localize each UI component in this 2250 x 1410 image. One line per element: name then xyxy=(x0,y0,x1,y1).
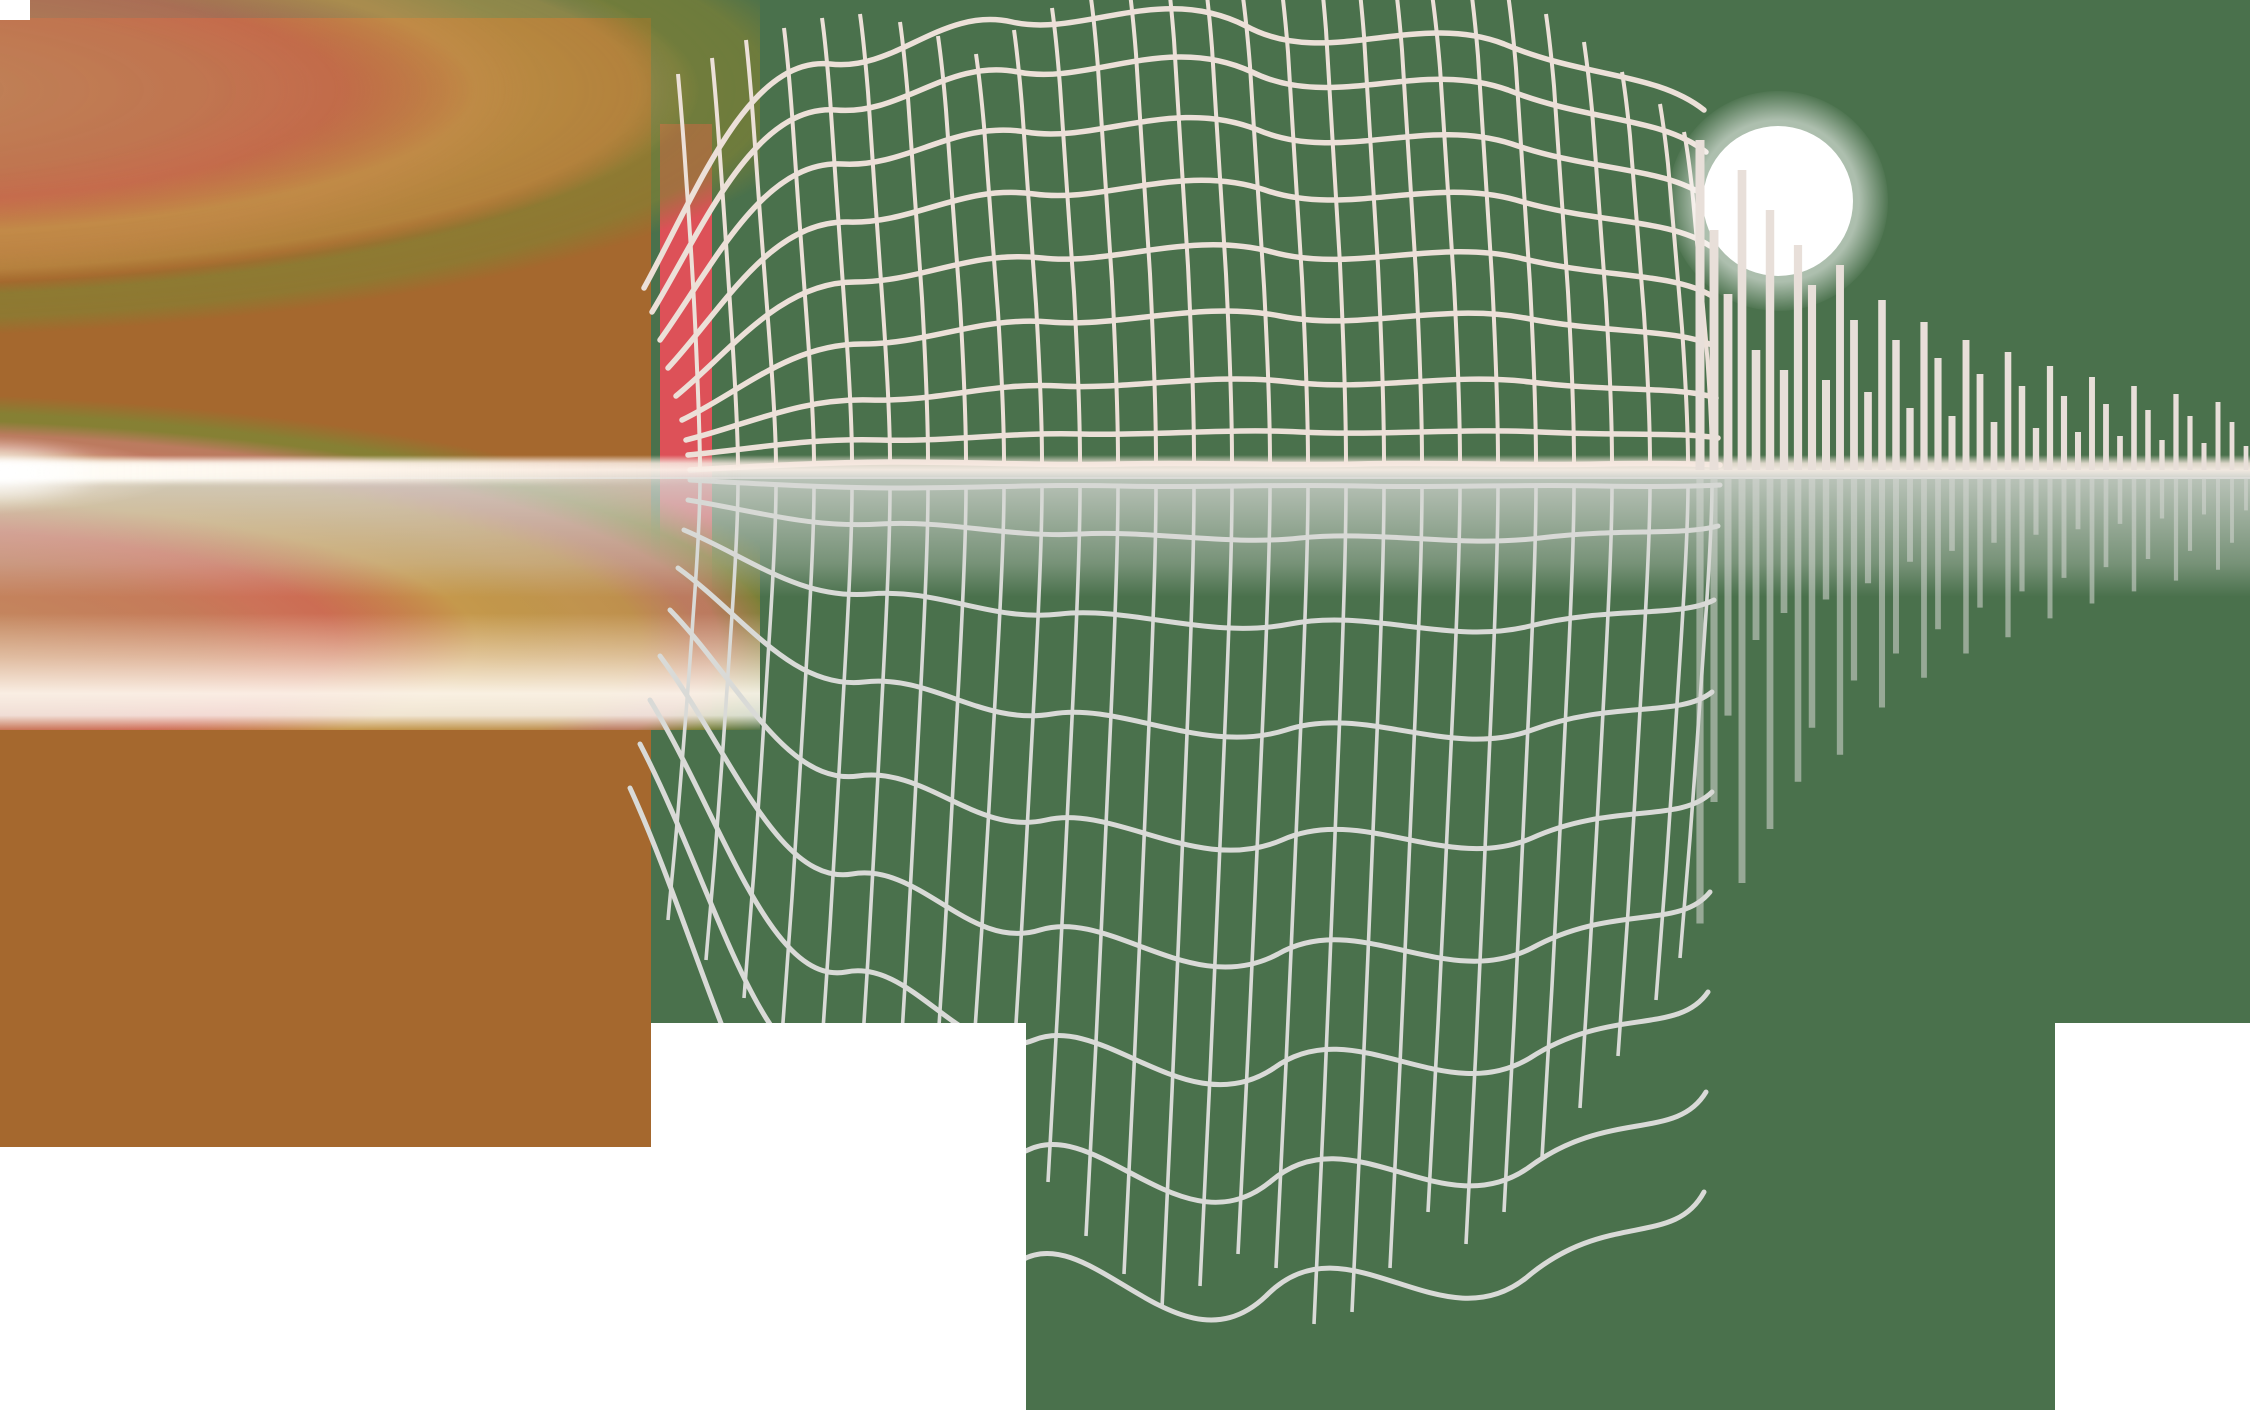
white-plate-bottom-mid xyxy=(651,1023,1026,1410)
impulse-bars-upper xyxy=(1695,140,2249,470)
white-plate-corner-top-left xyxy=(0,0,30,20)
horizon-glow-hotspot xyxy=(0,440,140,506)
sun-disc xyxy=(1703,126,1853,276)
impulse-bars-reflection xyxy=(1696,478,2248,924)
white-plate-bottom-right xyxy=(2055,1023,2250,1410)
horizon-glow-core xyxy=(0,462,740,482)
white-plate-bottom-left xyxy=(0,1147,651,1410)
mesh-upper-columns xyxy=(676,0,1714,471)
